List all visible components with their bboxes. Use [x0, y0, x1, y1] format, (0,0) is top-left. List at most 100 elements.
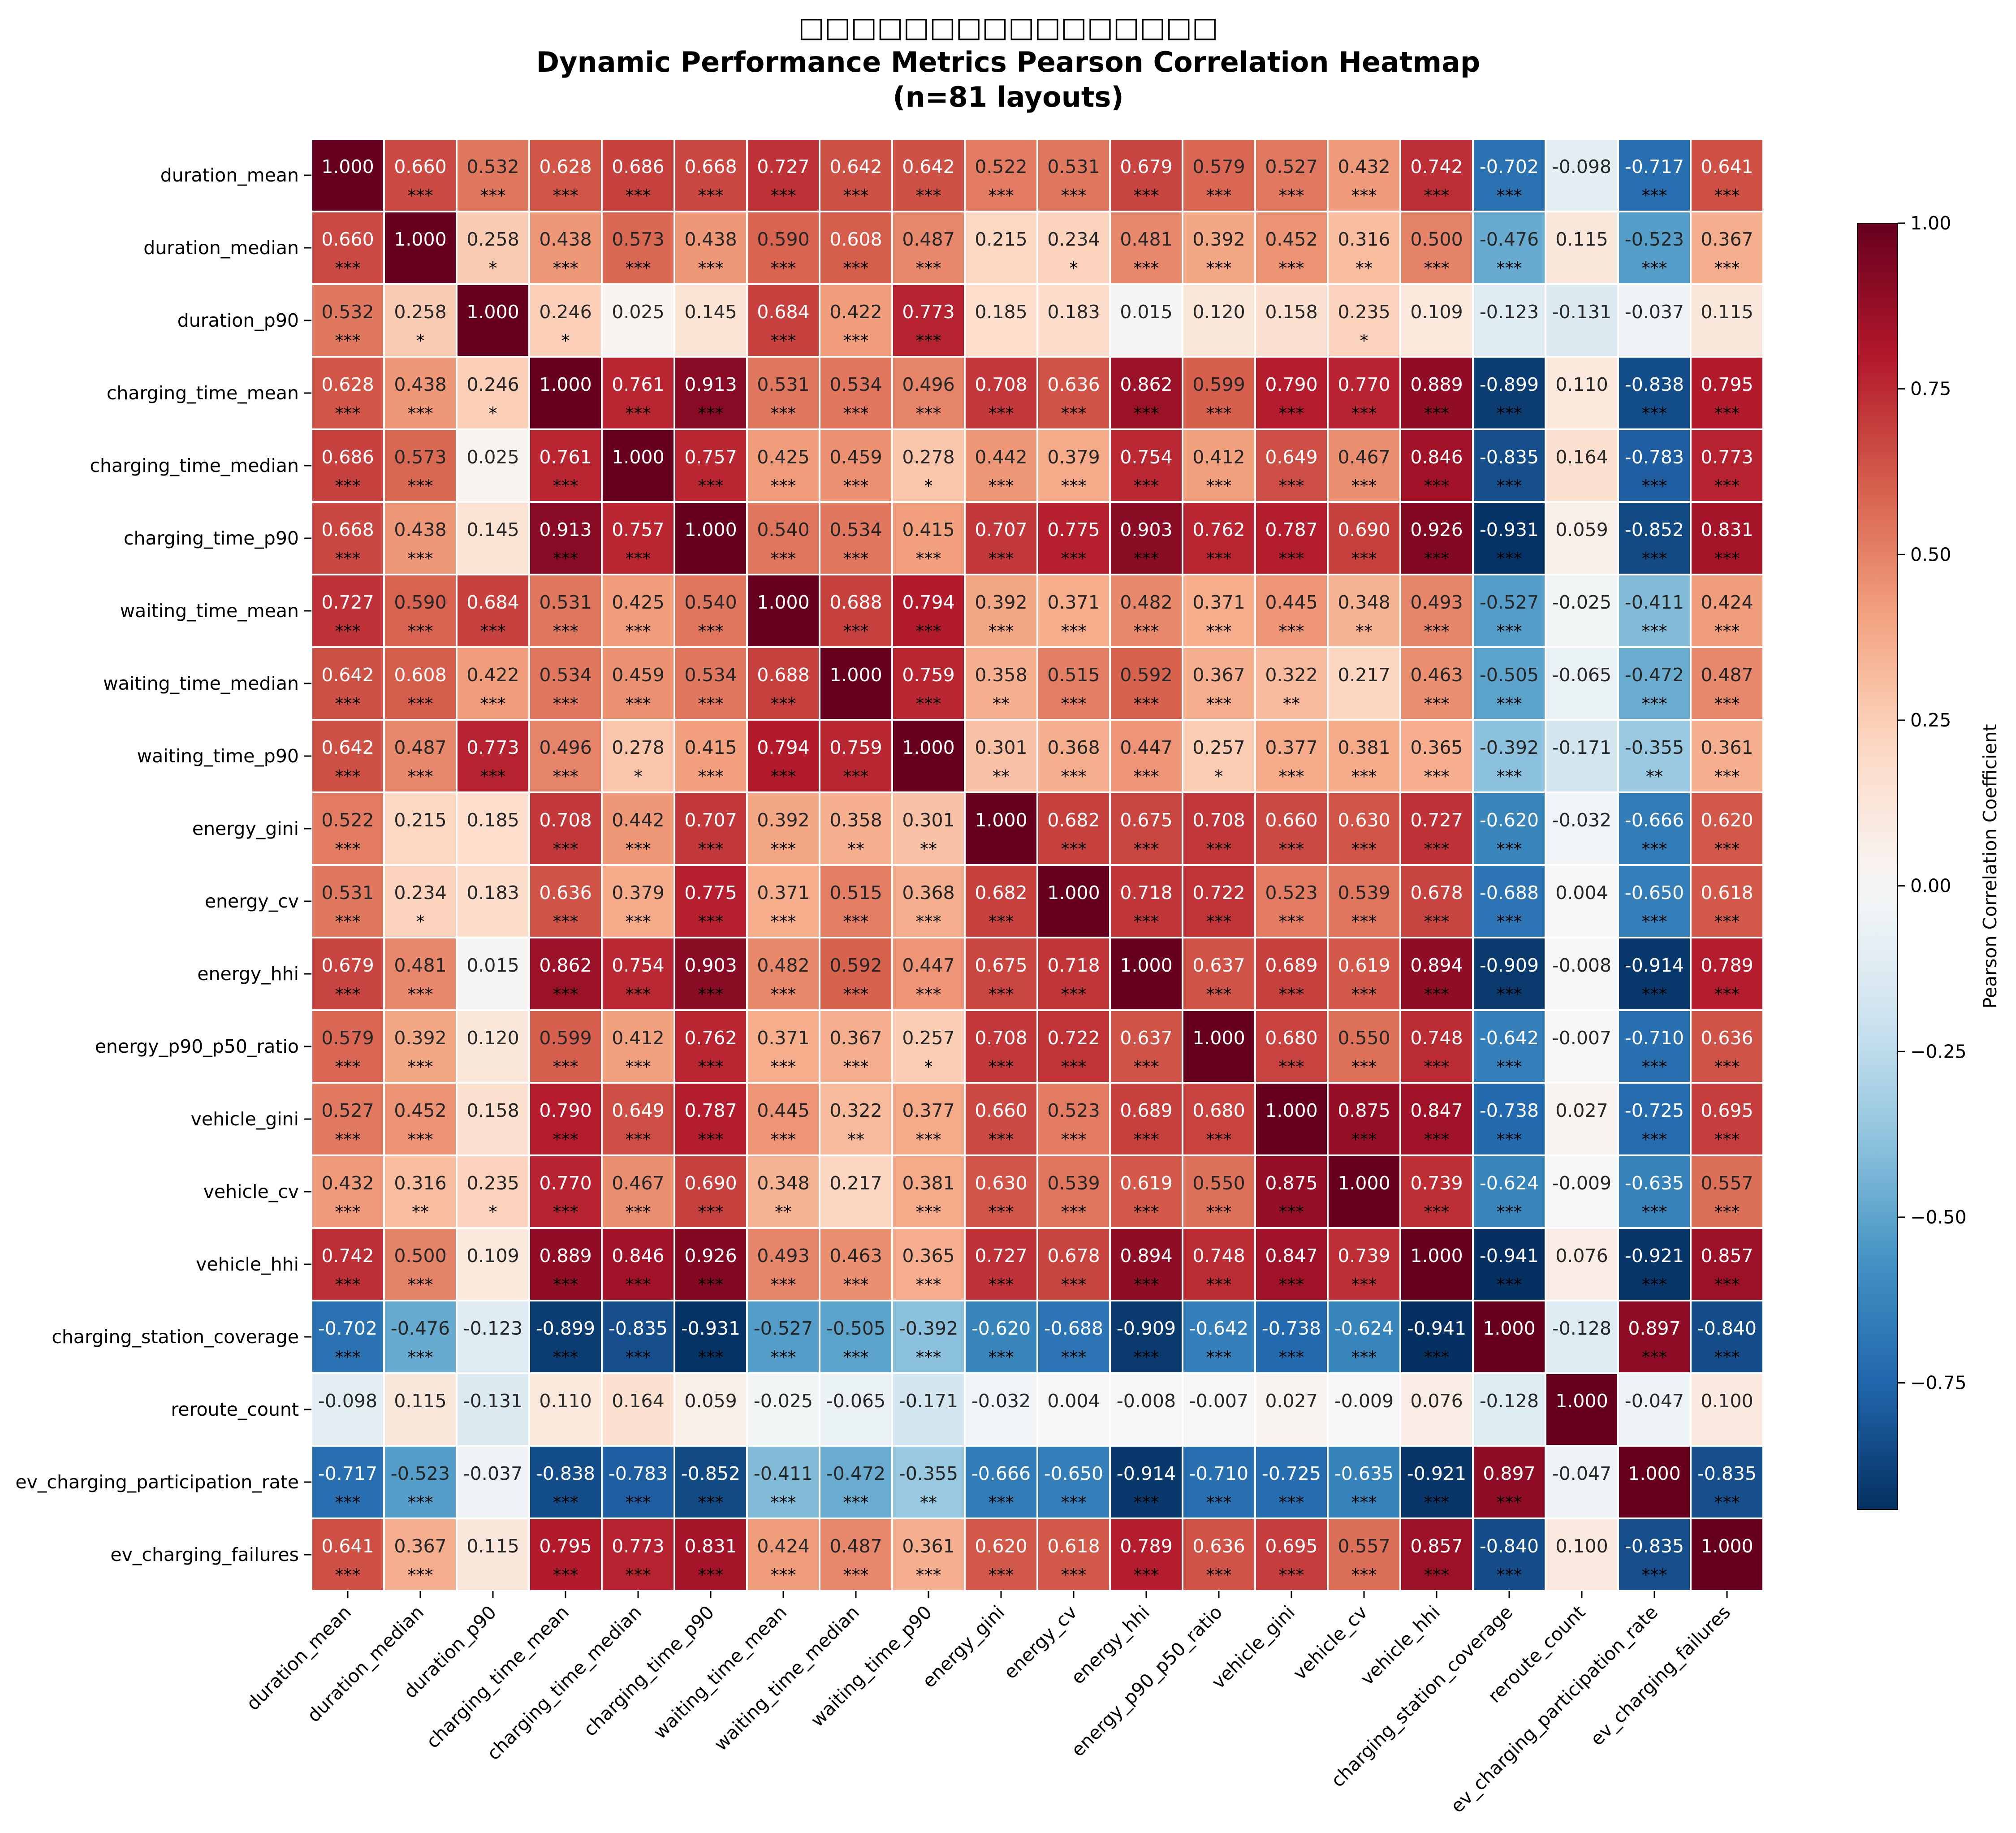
cell-value-label: 0.027 [1555, 1100, 1608, 1121]
cell-value-label: 0.707 [975, 519, 1027, 540]
cell-significance-label: *** [771, 912, 796, 931]
heatmap-cell [311, 356, 385, 430]
cell-value-label: 0.789 [1701, 955, 1753, 976]
cell-value-label: 1.000 [1338, 1172, 1390, 1194]
heatmap-cell [311, 1082, 385, 1156]
cell-value-label: 0.145 [466, 519, 519, 540]
cell-value-label: 1.000 [757, 592, 809, 613]
cell-value-label: 0.557 [1701, 1172, 1753, 1194]
cell-significance-label: *** [1351, 1565, 1377, 1585]
heatmap-cell [964, 138, 1038, 212]
heatmap-cell [1036, 791, 1111, 866]
heatmap-cell [1617, 1154, 1692, 1229]
cell-value-label: 0.773 [1701, 446, 1753, 468]
cell-value-label: 0.660 [394, 156, 446, 177]
heatmap-cell [528, 1082, 603, 1156]
cell-significance-label: *** [1206, 476, 1232, 496]
cell-value-label: -0.835 [609, 1318, 668, 1339]
cell-value-label: 0.438 [394, 374, 446, 395]
heatmap-cell [1036, 211, 1111, 285]
cell-significance-label: *** [1642, 1129, 1667, 1149]
cell-value-label: 0.608 [829, 229, 882, 250]
cell-value-label: 1.000 [321, 156, 374, 177]
heatmap-cell [601, 1154, 675, 1229]
cell-significance-label: *** [771, 1129, 796, 1149]
cell-value-label: 0.642 [321, 664, 374, 686]
cell-value-label: 0.557 [1338, 1535, 1390, 1557]
cell-value-label: 0.447 [1120, 737, 1172, 758]
cell-value-label: 0.515 [1047, 664, 1100, 686]
cell-significance-label: *** [1279, 1565, 1304, 1585]
heatmap-cell [1690, 1300, 1764, 1374]
cell-value-label: 0.532 [321, 301, 374, 323]
cell-significance-label: *** [1061, 621, 1087, 641]
cell-value-label: 0.059 [1555, 519, 1608, 540]
cell-significance-label: ** [847, 839, 864, 859]
cell-significance-label: *** [989, 912, 1014, 931]
cell-value-label: -0.835 [1625, 1535, 1684, 1557]
cell-value-label: 0.392 [975, 592, 1027, 613]
cell-significance-label: *** [1061, 839, 1087, 859]
cell-value-label: -0.702 [318, 1318, 377, 1339]
cell-value-label: 0.367 [1701, 229, 1753, 250]
cell-value-label: 0.278 [902, 446, 954, 468]
cell-value-label: 0.217 [1338, 664, 1390, 686]
heatmap-cell [891, 211, 966, 285]
row-tick-label: charging_time_mean [107, 382, 299, 404]
cell-significance-label: *** [916, 258, 941, 278]
heatmap-cell [1472, 1517, 1546, 1592]
cell-value-label: 0.004 [1047, 1390, 1100, 1412]
cell-value-label: 0.679 [1120, 156, 1172, 177]
cell-significance-label: *** [989, 1492, 1014, 1512]
cell-value-label: -0.941 [1407, 1318, 1466, 1339]
column-tick-labels: duration_meanduration_medianduration_p90… [242, 1591, 1735, 1817]
cell-significance-label: *** [1061, 1202, 1087, 1222]
cell-significance-label: *** [1424, 912, 1450, 931]
cell-significance-label: *** [335, 1565, 361, 1585]
heatmap-cell [383, 791, 458, 866]
cell-significance-label: *** [843, 331, 869, 350]
heatmap-cell [456, 646, 530, 721]
cell-value-label: -0.355 [899, 1463, 958, 1484]
cell-value-label: 0.926 [1410, 519, 1463, 540]
cell-value-label: 0.515 [829, 882, 882, 904]
cell-value-label: 0.550 [1338, 1027, 1390, 1049]
cell-significance-label: *** [1714, 1347, 1740, 1367]
cell-significance-label: *** [1061, 984, 1087, 1004]
cell-value-label: 1.000 [394, 229, 446, 250]
cell-value-label: 0.913 [539, 519, 591, 540]
heatmap-cell [383, 501, 458, 575]
heatmap-cell [1109, 501, 1183, 575]
cell-significance-label: *** [698, 403, 724, 423]
cell-significance-label: *** [1061, 1565, 1087, 1585]
cell-significance-label: *** [626, 186, 651, 205]
heatmap-cell [1617, 138, 1692, 212]
cell-value-label: 0.668 [684, 156, 737, 177]
heatmap-cell [1690, 1517, 1764, 1592]
cell-value-label: 0.500 [394, 1245, 446, 1267]
cell-value-label: 0.463 [829, 1245, 882, 1267]
cell-value-label: 0.727 [757, 156, 809, 177]
cell-significance-label: *** [1134, 839, 1159, 859]
cell-significance-label: *** [335, 621, 361, 641]
cell-value-label: 0.889 [1410, 374, 1463, 395]
cell-value-label: 1.000 [1483, 1318, 1535, 1339]
cell-significance-label: *** [843, 912, 869, 931]
cell-value-label: 0.757 [612, 519, 664, 540]
cell-significance-label: *** [698, 186, 724, 205]
cell-value-label: 0.316 [1338, 229, 1390, 250]
cell-value-label: 1.000 [1701, 1535, 1753, 1557]
cell-significance-label: *** [843, 476, 869, 496]
heatmap-cell [746, 1517, 820, 1592]
cell-value-label: 0.110 [1555, 374, 1608, 395]
heatmap-cell [1399, 937, 1474, 1011]
heatmap-cell [1254, 791, 1329, 866]
heatmap-cell [1399, 211, 1474, 285]
heatmap-cell [1545, 428, 1619, 503]
cell-significance-label: ** [993, 766, 1010, 786]
cell-value-label: 1.000 [902, 737, 954, 758]
cell-significance-label: *** [1424, 1492, 1450, 1512]
cell-value-label: -0.131 [1552, 301, 1611, 323]
cell-value-label: -0.725 [1625, 1100, 1684, 1121]
heatmap-cell [1399, 646, 1474, 721]
